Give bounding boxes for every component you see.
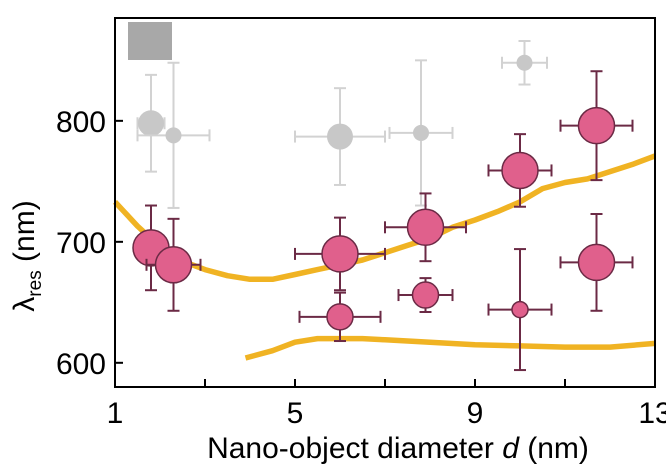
grey-data-layer — [136, 39, 548, 209]
corner-legend-square — [128, 22, 172, 60]
x-tick-label: 1 — [107, 397, 124, 430]
pink-point-group — [559, 212, 634, 312]
x-tick-label: 5 — [287, 397, 304, 430]
x-axis-title-var: d — [502, 432, 520, 465]
pink-data-point — [577, 243, 616, 282]
pink-data-point — [511, 300, 529, 319]
pink-point-group — [487, 133, 553, 208]
axis-ticks — [114, 119, 656, 387]
y-axis-title-unit: (nm) — [8, 200, 41, 270]
pink-data-layer — [132, 70, 634, 372]
x-axis-title-unit: (nm) — [519, 432, 589, 465]
grey-point-group — [501, 39, 548, 86]
grey-point-group — [136, 73, 166, 173]
grey-data-point — [165, 127, 182, 144]
pink-data-point — [501, 151, 539, 190]
x-axis-title: Nano-object diameter d (nm) — [207, 432, 589, 465]
plot-frame — [114, 17, 656, 388]
x-tick-label: 9 — [467, 397, 484, 430]
model-curve-1 — [112, 153, 656, 283]
pink-point-group — [384, 192, 467, 263]
grey-point-group — [294, 87, 386, 186]
y-tick-label: 600 — [56, 348, 106, 381]
pink-point-group — [487, 248, 553, 372]
pink-data-point — [406, 208, 445, 247]
x-tick-label: 13 — [638, 397, 666, 430]
pink-data-point — [321, 235, 359, 273]
model-curve-2 — [244, 335, 656, 361]
y-axis-title-symbol: λ — [8, 297, 41, 312]
pink-data-point — [411, 281, 440, 309]
grey-point-group — [136, 61, 211, 209]
grey-data-point — [138, 110, 164, 137]
grey-point-group — [388, 59, 454, 207]
grey-data-point — [413, 124, 429, 141]
pink-point-group — [145, 217, 202, 312]
y-axis-title: λres (nm) — [8, 200, 46, 311]
y-tick-label: 800 — [56, 106, 106, 139]
pink-point-group — [397, 277, 454, 313]
y-tick-label: 700 — [56, 227, 106, 260]
y-axis-title-subscript: res — [25, 270, 46, 296]
pink-point-group — [298, 291, 382, 343]
pink-data-point — [326, 303, 354, 331]
x-axis-title-main: Nano-object diameter — [207, 432, 502, 465]
grey-data-point — [327, 123, 353, 150]
pink-point-group — [559, 70, 634, 182]
pink-data-point — [577, 106, 616, 145]
grey-data-point — [516, 54, 533, 71]
pink-point-group — [294, 216, 386, 292]
pink-data-point — [154, 246, 193, 284]
axis-tick-labels: 1 5 9 13 600 700 800 — [56, 106, 666, 430]
